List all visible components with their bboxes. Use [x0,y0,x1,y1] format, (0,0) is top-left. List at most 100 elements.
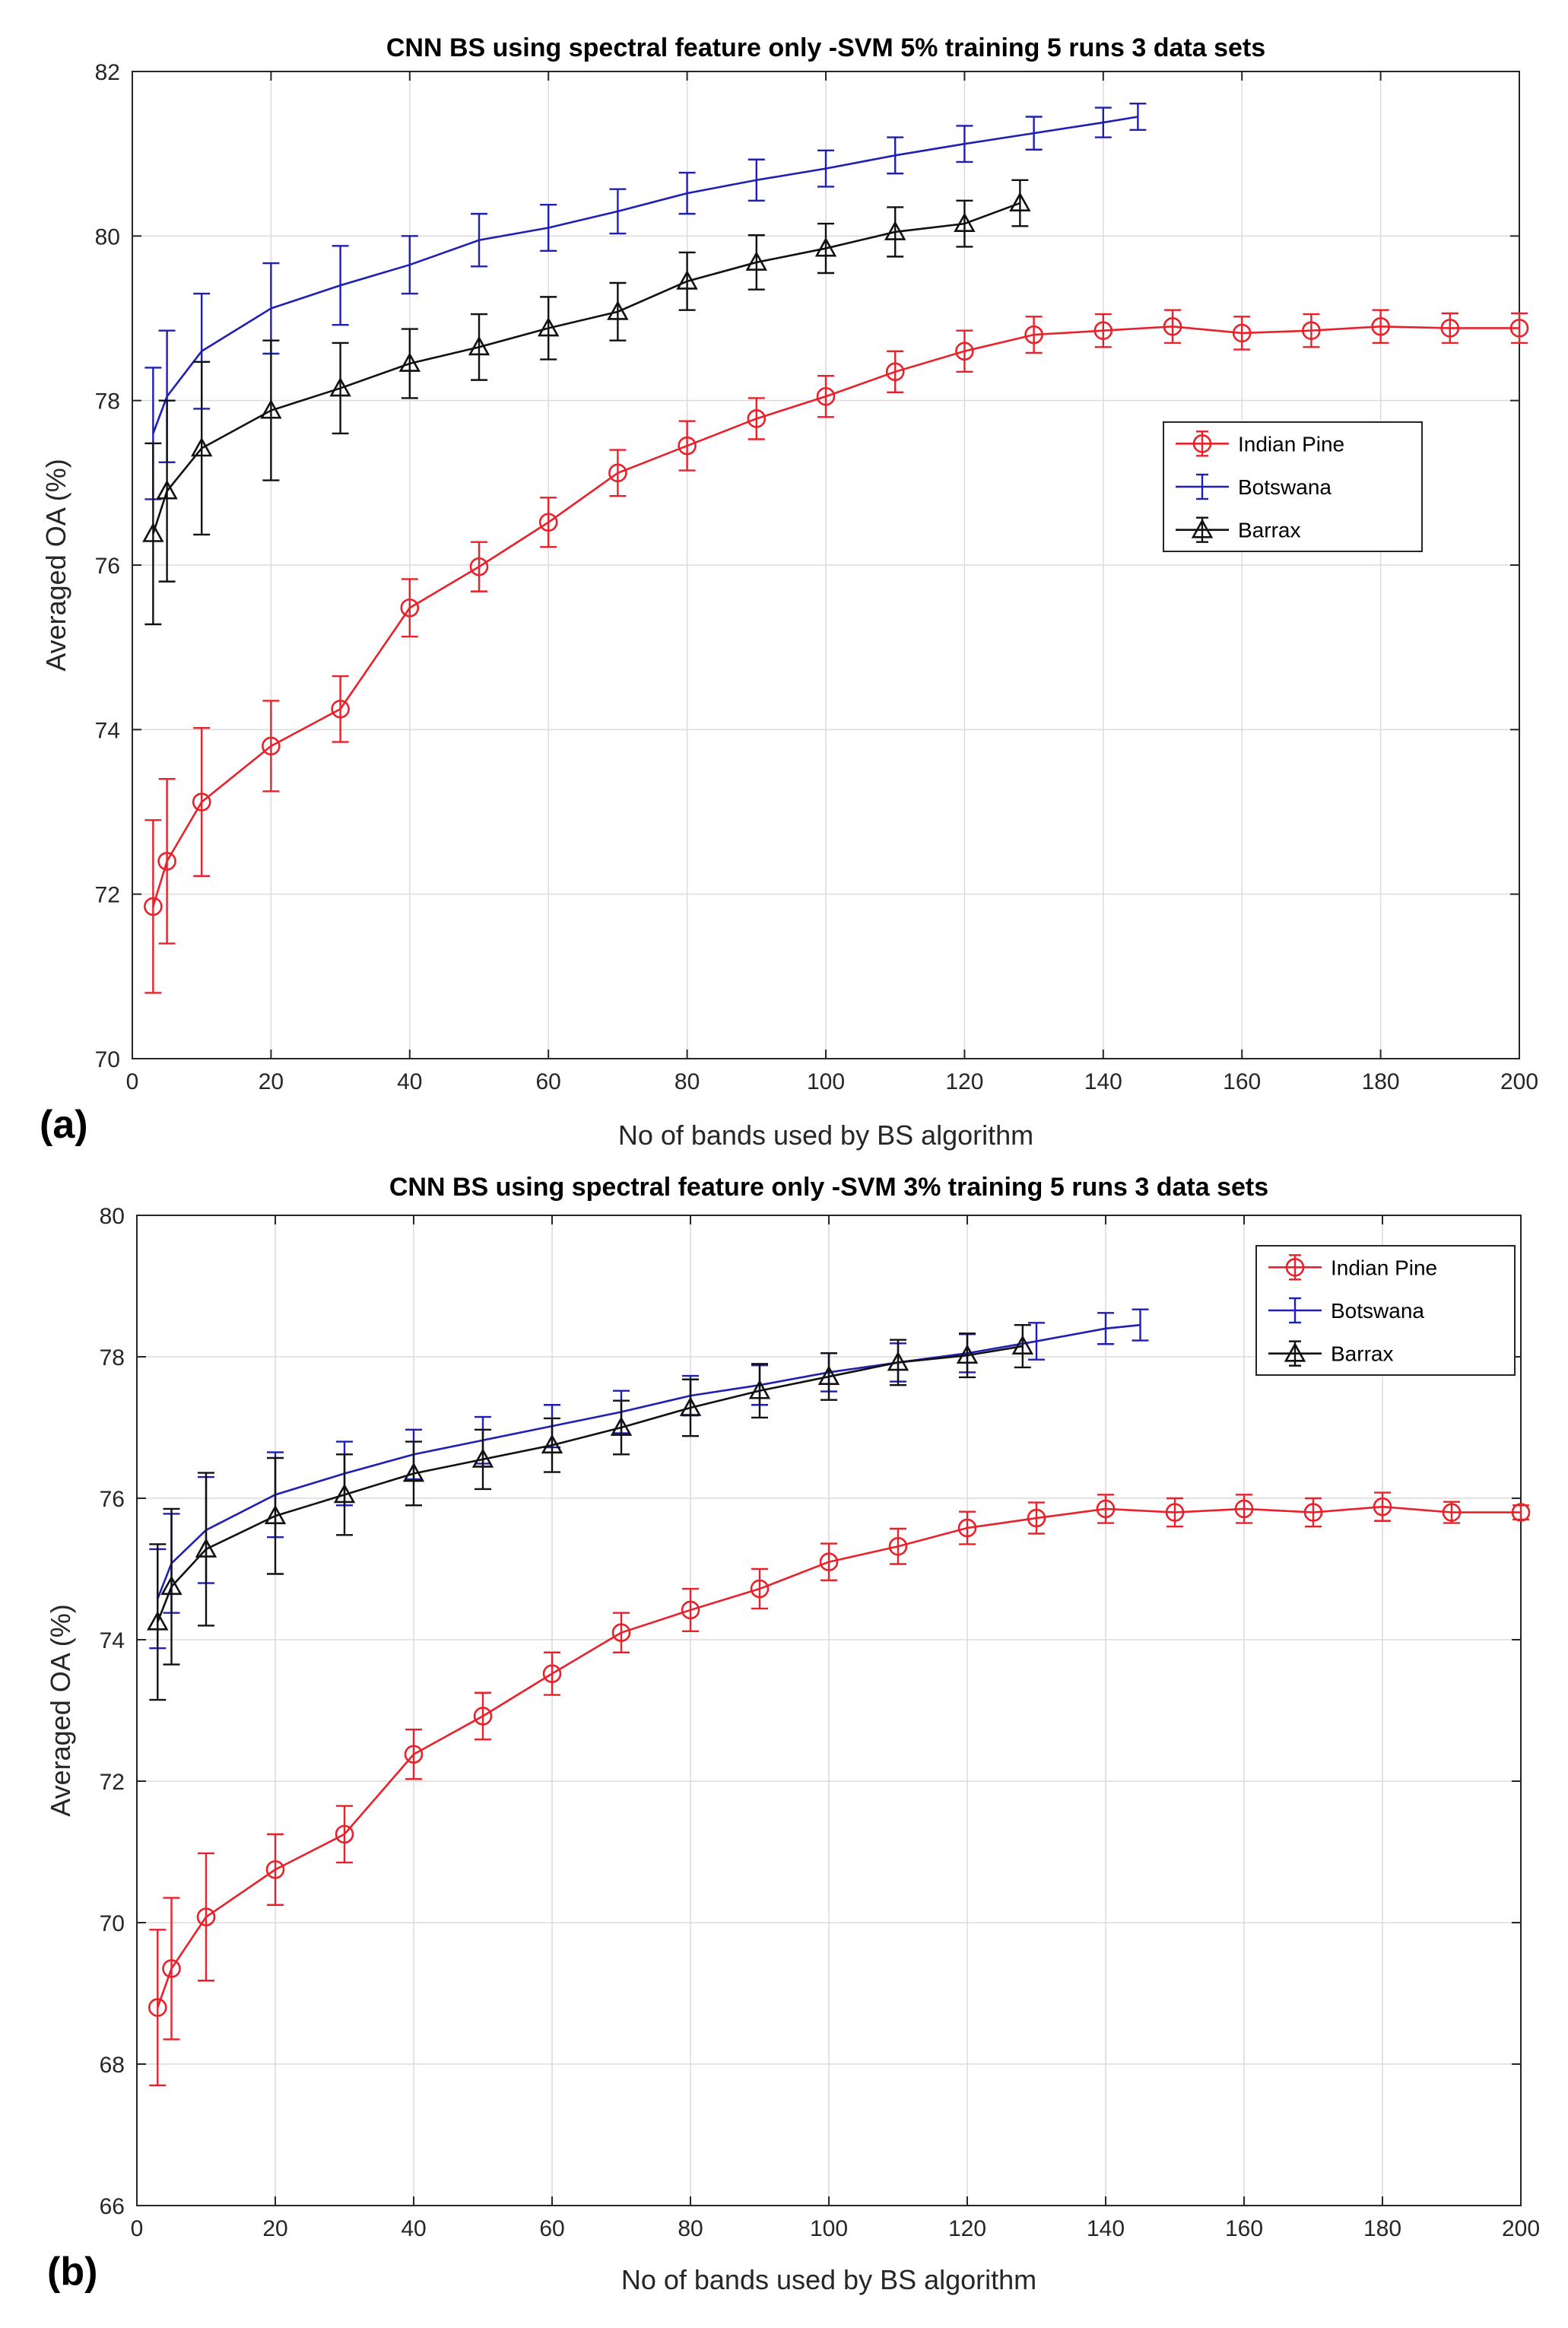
legend-label: Indian Pine [1238,432,1344,456]
data-point [469,557,489,576]
data-point [144,897,163,916]
data-point [681,1600,700,1620]
chart-a-xtick-label: 140 [1084,1069,1122,1094]
chart-b-panel-label: (b) [47,2250,97,2294]
legend-label: Barrax [1331,1342,1393,1366]
data-point [750,1579,770,1599]
data-point [147,1611,169,1631]
chart-a-xtick-label: 200 [1500,1069,1538,1094]
data-point [1096,1499,1116,1519]
chart-a-xtick-label: 0 [126,1069,139,1094]
chart-a-xtick-label: 100 [807,1069,845,1094]
chart-a-ytick-label: 78 [95,389,120,414]
legend-label: Barrax [1238,519,1300,542]
data-point [142,522,164,542]
data-point [816,386,836,406]
data-point [819,1552,839,1571]
chart-b-xtick-label: 20 [262,2216,287,2241]
data-point [1440,319,1460,338]
data-point [542,1664,562,1683]
chart-a-xtick-label: 20 [259,1069,284,1094]
chart-b-xtick-label: 100 [810,2216,848,2241]
data-point [192,792,211,811]
data-point [333,1483,356,1504]
legend-marker [1192,434,1212,453]
chart-b-ytick-label: 68 [100,2053,125,2078]
data-point [156,479,178,500]
chart-a-ytick-label: 82 [95,60,120,85]
chart-a-xtick-label: 60 [536,1069,561,1094]
chart-b-xlabel: No of bands used by BS algorithm [621,2264,1036,2295]
data-point [887,1351,909,1371]
legend-marker [1191,518,1214,538]
data-point [608,463,627,483]
data-point [402,1462,425,1482]
data-point [678,436,697,456]
chart-b-series-barrax [147,1323,1034,1701]
series-line [152,326,1519,907]
data-point [955,341,974,361]
data-point [748,1379,771,1399]
chart-a-ytick-label: 72 [95,883,120,908]
data-point [157,852,176,871]
data-point [1234,1499,1254,1519]
chart-b-xtick-label: 180 [1363,2216,1401,2241]
data-point [335,1825,354,1844]
chart-a-xtick-label: 160 [1223,1069,1261,1094]
data-point [262,736,281,756]
chart-a-xtick-label: 80 [674,1069,700,1094]
data-point [1303,1503,1323,1522]
chart-b-ytick-label: 74 [100,1628,125,1653]
series-line [157,1505,1521,2009]
chart-a-xtick-label: 120 [945,1069,983,1094]
data-point [264,1504,287,1525]
data-point [679,1396,702,1416]
chart-b-xtick-label: 60 [539,2216,564,2241]
chart-a-series-barrax [142,179,1031,626]
chart-b: 0 20 40 60 80 100 120 140 160 180 200 66 68 70 72 74 76 7… [45,1173,1540,2295]
chart-b-xtick-label: 200 [1502,2216,1540,2241]
data-point [1009,192,1031,211]
data-point [1232,323,1252,343]
chart-b-ytick-label: 70 [100,1911,125,1936]
chart-a-series-botswana [144,102,1147,500]
data-point [954,212,976,233]
data-point [884,221,906,240]
chart-b-ylabel: Averaged OA (%) [45,1604,76,1816]
chart-a-ylabel: Averaged OA (%) [40,459,71,671]
data-point [404,1745,424,1764]
data-point [541,1434,563,1454]
data-point [1027,1508,1046,1528]
data-point [957,1518,977,1538]
chart-a-xtick-label: 180 [1362,1069,1400,1094]
data-point [607,300,629,320]
data-point [1511,1503,1531,1522]
data-point [538,513,558,532]
chart-b-xtick-label: 0 [131,2216,144,2241]
chart-b-xtick-label: 120 [948,2216,986,2241]
legend-marker [1285,1258,1305,1277]
data-point [265,1860,285,1879]
data-point [1024,325,1043,345]
chart-a-panel-label: (a) [40,1103,88,1147]
data-point [190,437,213,457]
data-point [1373,1497,1392,1517]
chart-a-xlabel: No of bands used by BS algorithm [618,1120,1033,1151]
data-point [1302,321,1321,341]
legend-label: Botswana [1238,475,1332,499]
data-point [745,251,768,271]
data-point [160,1575,183,1596]
data-point [398,352,421,372]
chart-a: 0 20 40 60 80 100 120 140 160 180 200 70 72 74 76 78 80 8… [40,33,1538,1151]
chart-b-ytick-label: 72 [100,1770,125,1795]
chart-a-ytick-label: 76 [95,554,120,579]
data-point [468,335,490,356]
data-point [1442,1503,1462,1522]
chart-b-title: CNN BS using spectral feature only -SVM … [389,1173,1268,1202]
chart-a-series-indian-pine [144,309,1529,994]
data-point [162,1959,181,1978]
data-point [885,362,905,382]
data-point [331,699,350,719]
data-point [148,1998,167,2017]
